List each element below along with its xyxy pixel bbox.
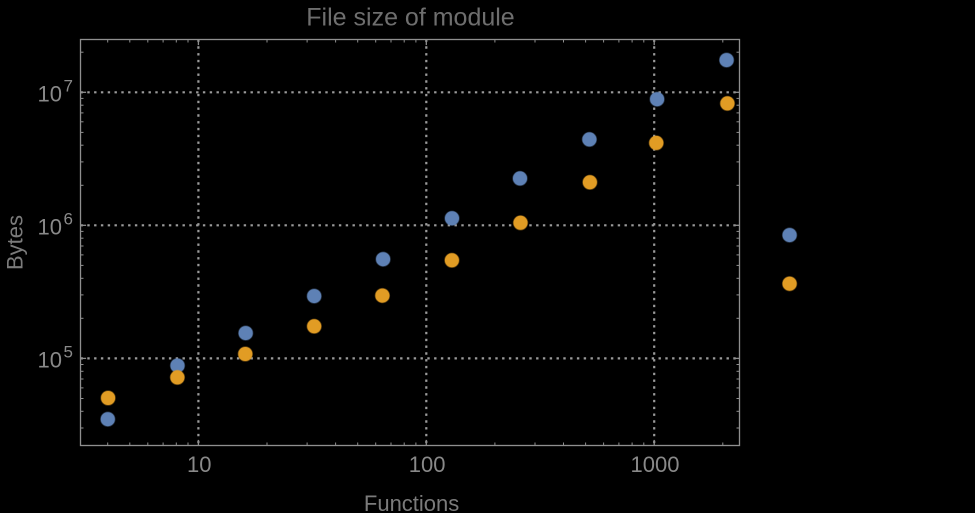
svg-text:5: 5 [64,343,73,362]
svg-text:6: 6 [64,210,73,229]
svg-text:Bytes: Bytes [2,215,27,270]
svg-text:1000: 1000 [631,452,680,477]
svg-text:10: 10 [38,215,62,240]
svg-text:10: 10 [187,452,211,477]
svg-text:7: 7 [64,77,73,96]
svg-text:10: 10 [38,348,62,373]
svg-text:Functions: Functions [364,491,459,513]
svg-text:File size of module: File size of module [306,4,514,32]
svg-text:100: 100 [409,452,446,477]
svg-text:10: 10 [38,82,62,107]
